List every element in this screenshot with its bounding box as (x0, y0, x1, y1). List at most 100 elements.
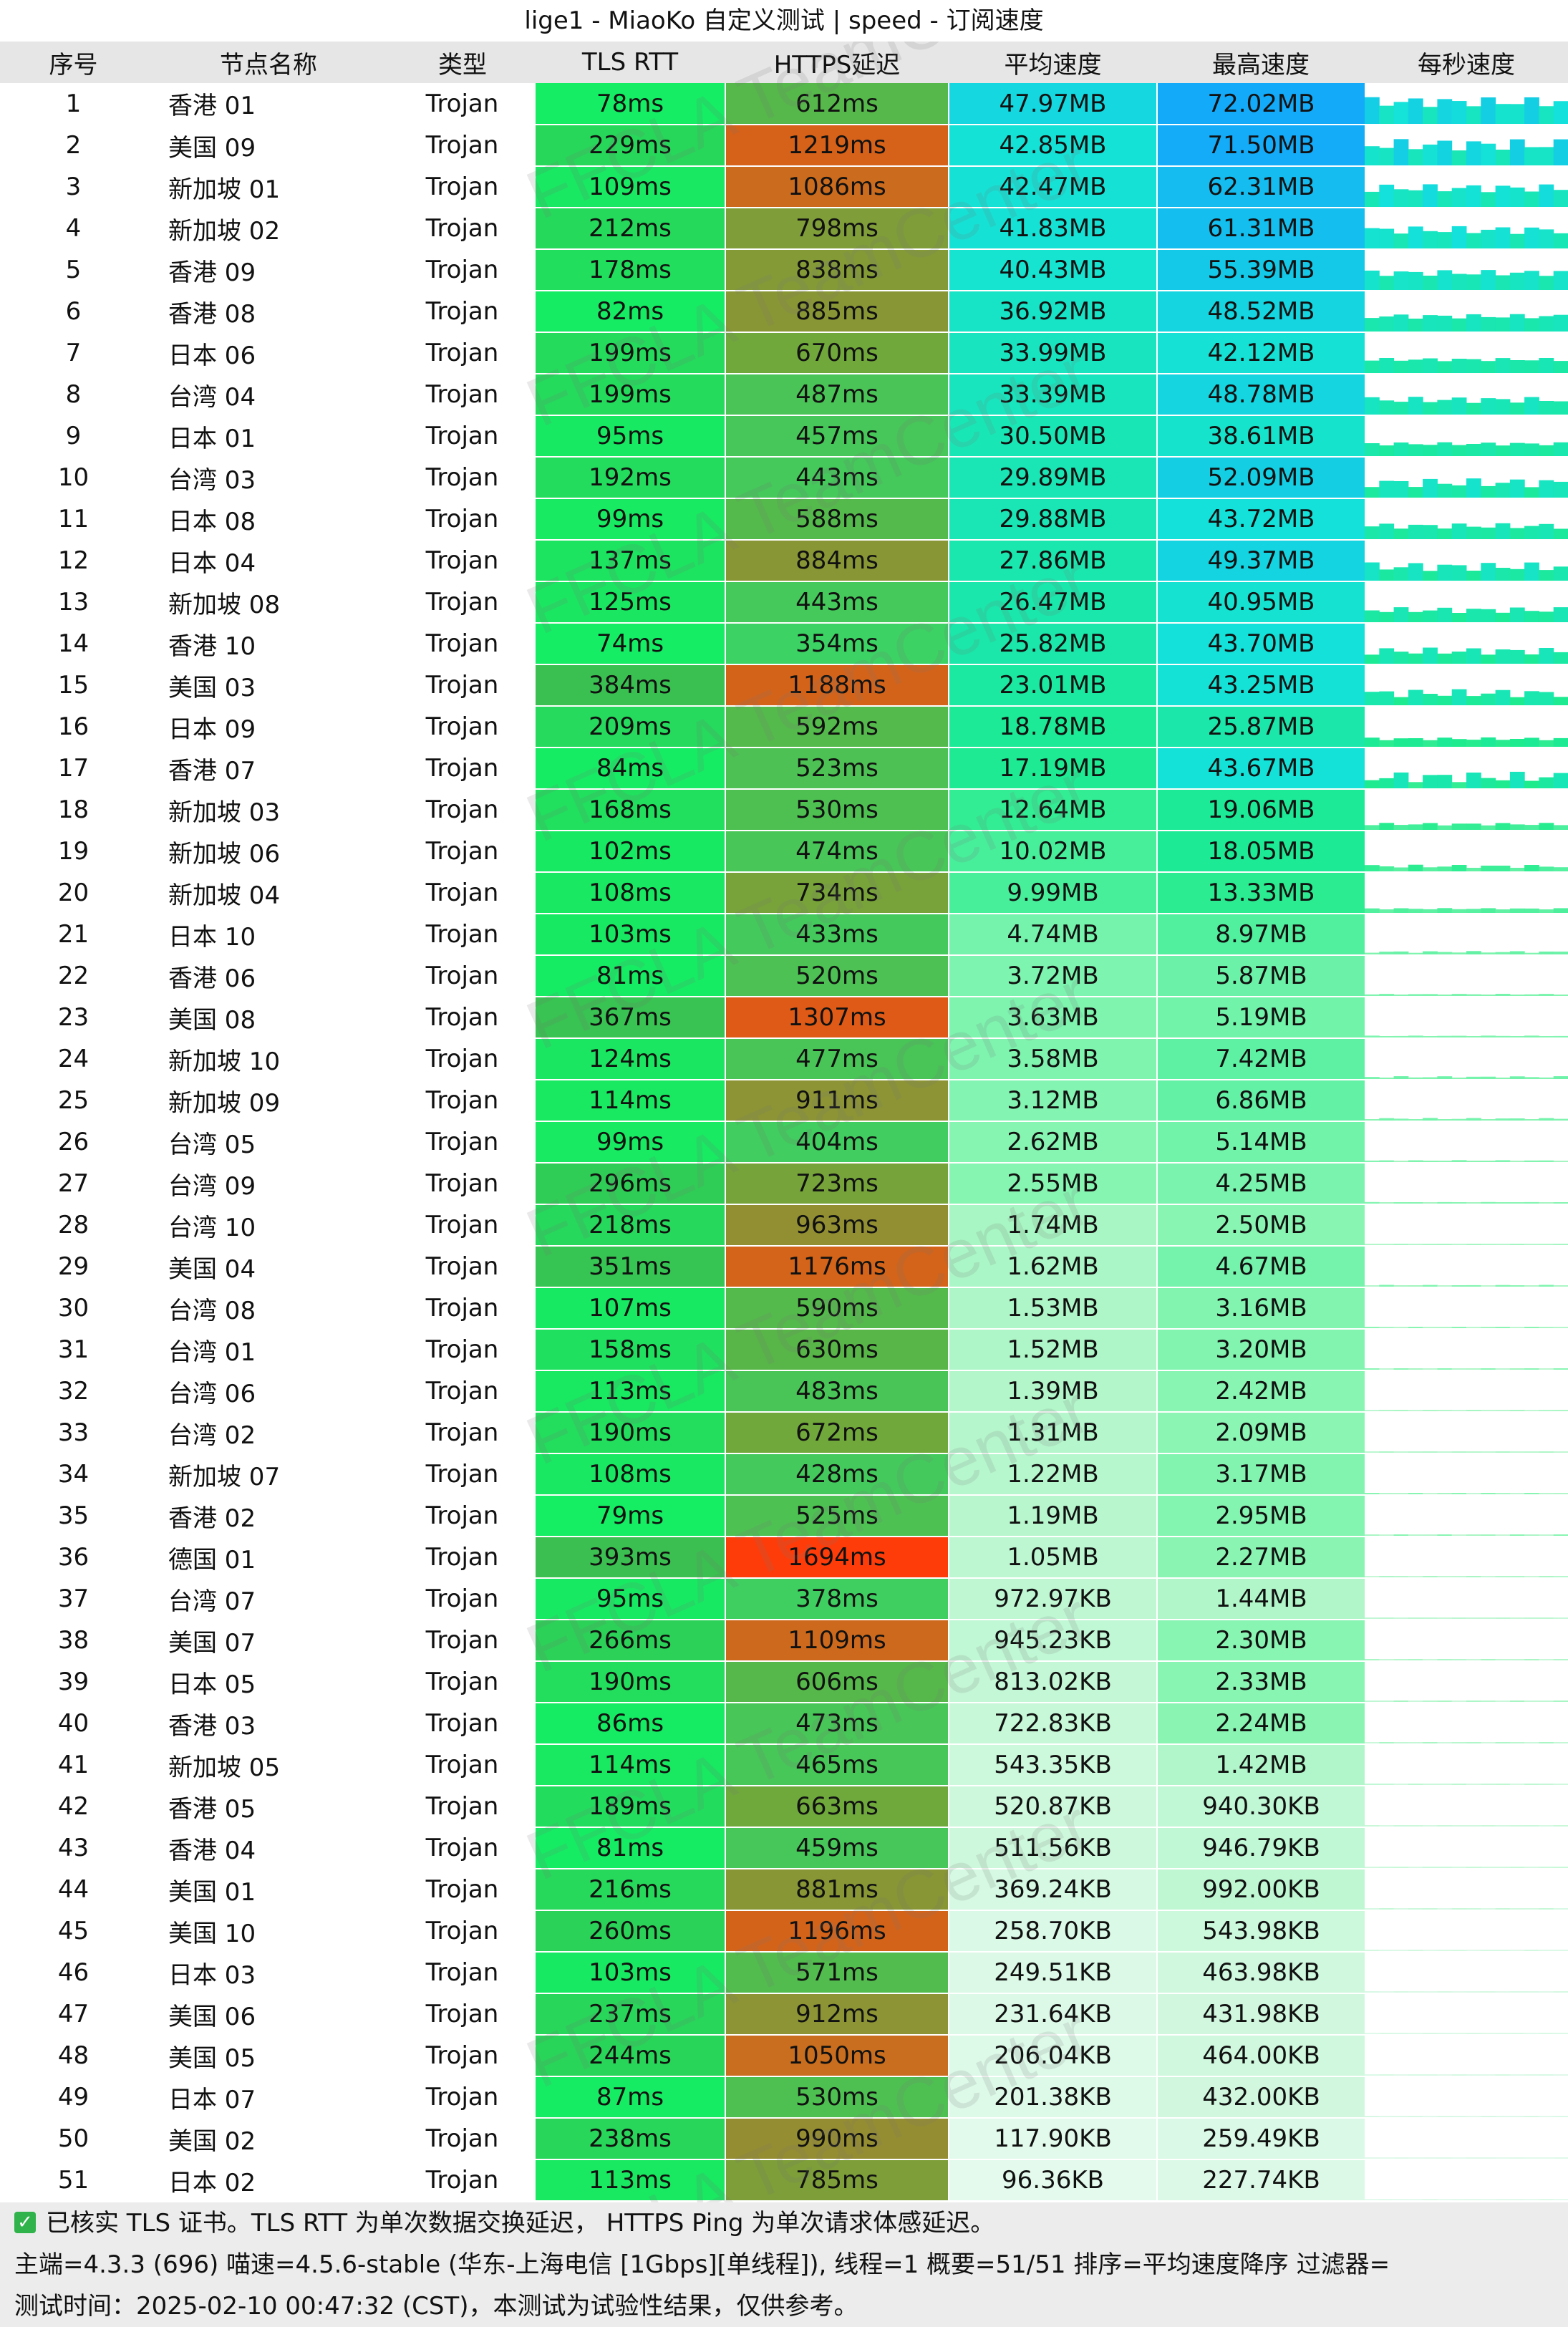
sparkline-bar (1365, 318, 1380, 331)
sparkline-bar (1481, 1119, 1496, 1120)
cell-https-delay: 530ms (725, 789, 949, 831)
cell-https-delay: 433ms (725, 914, 949, 956)
sparkline-bar (1451, 1825, 1467, 1826)
sparkline-bar (1393, 1659, 1409, 1660)
cell-index: 40 (0, 1703, 147, 1745)
sparkline-bar (1524, 654, 1539, 663)
cell-node-name: 香港 01 (147, 83, 390, 125)
sparkline-bar (1539, 229, 1554, 248)
sparkline-bar (1408, 2199, 1423, 2200)
cell-max-speed: 6.86MB (1156, 1080, 1365, 1122)
sparkline-bar (1365, 146, 1380, 165)
cell-type: Trojan (390, 1204, 535, 1247)
col-header-max-speed: 最高速度 (1157, 42, 1365, 83)
cell-avg-speed: 1.22MB (948, 1453, 1157, 1496)
cell-node-name: 新加坡 03 (147, 789, 390, 831)
cell-https-delay: 443ms (725, 581, 949, 624)
speed-sparkline (1365, 1410, 1568, 1411)
sparkline-bar (1408, 319, 1423, 331)
sparkline-bar (1437, 1368, 1453, 1369)
sparkline-bar (1408, 1617, 1423, 1618)
table-row: 23 美国 08 Trojan 367ms 1307ms 3.63MB 5.19MB (0, 997, 1568, 1039)
cell-avg-speed: 1.31MB (948, 1412, 1157, 1454)
cell-node-name: 日本 01 (147, 415, 390, 458)
table-row: 21 日本 10 Trojan 103ms 433ms 4.74MB 8.97MB (0, 914, 1568, 956)
sparkline-bar (1423, 478, 1438, 497)
cell-node-name: 美国 03 (147, 664, 390, 707)
sparkline-bar (1481, 527, 1496, 538)
sparkline-bar (1509, 442, 1525, 455)
table-row: 31 台湾 01 Trojan 158ms 630ms 1.52MB 3.20MB (0, 1329, 1568, 1371)
sparkline-bar (1379, 1576, 1395, 1577)
sparkline-bar (1423, 1327, 1438, 1328)
sparkline-bar (1451, 274, 1467, 289)
sparkline-bar (1481, 398, 1496, 414)
sparkline-bar (1451, 952, 1467, 954)
sparkline-bar (1539, 740, 1554, 746)
sparkline-bar (1365, 1617, 1380, 1618)
sparkline-bar (1451, 994, 1467, 995)
sparkline-bar (1451, 909, 1467, 912)
sparkline-bar (1393, 102, 1409, 123)
cell-index: 17 (0, 748, 147, 790)
sparkline-bar (1539, 2199, 1554, 2200)
sparkline-bar (1524, 1991, 1539, 1992)
sparkline-bar (1437, 1576, 1453, 1577)
sparkline-bar (1423, 525, 1438, 538)
sparkline-bar (1524, 825, 1539, 829)
cell-type: Trojan (390, 1370, 535, 1413)
sparkline-bar (1423, 1991, 1438, 1992)
cell-index: 51 (0, 2159, 147, 2202)
sparkline-bar (1509, 2074, 1525, 2075)
cell-tls-rtt: 212ms (534, 208, 725, 250)
sparkline-bar (1393, 528, 1409, 538)
table-row: 29 美国 04 Trojan 351ms 1176ms 1.62MB 4.67MB (0, 1246, 1568, 1288)
sparkline-bar (1408, 1659, 1423, 1660)
sparkline-bar (1466, 571, 1481, 580)
sparkline-bar (1496, 1327, 1511, 1328)
table-row: 39 日本 05 Trojan 190ms 606ms 813.02KB 2.33MB (0, 1661, 1568, 1703)
cell-tls-rtt: 113ms (534, 1370, 725, 1413)
sparkline-bar (1365, 1784, 1380, 1785)
cell-index: 32 (0, 1370, 147, 1413)
cell-https-delay: 443ms (725, 457, 949, 499)
sparkline-bar (1466, 141, 1481, 165)
sparkline-bar (1466, 740, 1481, 746)
sparkline-bar (1423, 1825, 1438, 1826)
sparkline-bar (1509, 314, 1525, 331)
sparkline-bar (1408, 98, 1423, 123)
sparkline-bar (1495, 1160, 1511, 1161)
sparkline-bar (1510, 2033, 1525, 2034)
sparkline-bar (1466, 478, 1481, 497)
speed-sparkline (1365, 184, 1568, 206)
table-row: 41 新加坡 05 Trojan 114ms 465ms 543.35KB 1.42MB (0, 1744, 1568, 1786)
sparkline-bar (1393, 908, 1409, 912)
speed-sparkline (1365, 562, 1568, 580)
sparkline-bar (1365, 562, 1380, 580)
cell-index: 34 (0, 1453, 147, 1496)
cell-speed-sparkline (1365, 831, 1568, 873)
cell-tls-rtt: 103ms (534, 914, 725, 956)
sparkline-bar (1553, 1451, 1568, 1452)
cell-https-delay: 723ms (725, 1163, 949, 1205)
sparkline-bar (1423, 184, 1438, 206)
sparkline-bar (1539, 1950, 1554, 1951)
sparkline-bar (1452, 1244, 1467, 1245)
cell-avg-speed: 1.62MB (948, 1246, 1157, 1288)
sparkline-bar (1451, 739, 1467, 746)
cell-tls-rtt: 79ms (534, 1495, 725, 1537)
sparkline-bar (1496, 1078, 1511, 1079)
speed-sparkline (1365, 1288, 1568, 1328)
sparkline-bar (1423, 1368, 1438, 1369)
footer-line-2: 主端=4.3.3 (696) 喵速=4.5.6-stable (华东-上海电信 … (14, 2250, 1390, 2279)
sparkline-bar (1451, 1493, 1467, 1494)
sparkline-bar (1423, 909, 1438, 912)
sparkline-bar (1495, 1118, 1511, 1120)
sparkline-bar (1423, 1244, 1438, 1245)
cell-index: 12 (0, 540, 147, 582)
sparkline-bar (1423, 1161, 1438, 1162)
cell-avg-speed: 41.83MB (948, 208, 1157, 250)
sparkline-bar (1553, 566, 1568, 580)
table-row: 40 香港 03 Trojan 86ms 473ms 722.83KB 2.24MB (0, 1703, 1568, 1745)
cell-node-name: 新加坡 10 (147, 1038, 390, 1080)
